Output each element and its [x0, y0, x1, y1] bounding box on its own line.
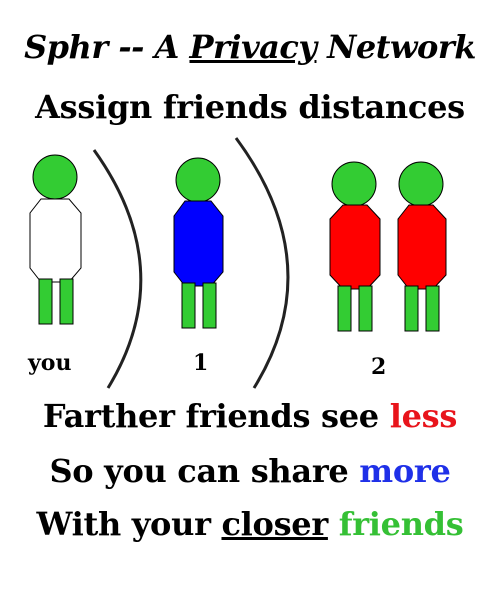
person-distance-1-head	[175, 157, 221, 203]
page-title: Sphr -- A Privacy Network	[0, 28, 500, 66]
person-you-body	[29, 198, 82, 283]
message-line-2-text: So you can share	[49, 452, 360, 490]
person-distance-2a-head	[331, 161, 377, 207]
person-distance-2a-left-leg	[337, 285, 352, 332]
title-prefix: Sphr -- A	[24, 28, 190, 66]
person-you-left-leg	[38, 278, 53, 325]
message-friends-word: friends	[338, 505, 464, 543]
person-you	[29, 154, 82, 325]
person-you-right-leg	[59, 278, 74, 325]
label-distance-2: 2	[371, 354, 387, 380]
title-underlined-word: Privacy	[189, 28, 317, 66]
distance-arc-1	[92, 149, 143, 389]
person-distance-2b-body	[397, 204, 447, 290]
page-subtitle: Assign friends distances	[35, 88, 465, 126]
person-distance-2a-body	[329, 204, 381, 290]
person-distance-2a	[329, 161, 381, 332]
label-you: you	[28, 350, 72, 376]
title-suffix: Network	[316, 28, 476, 66]
message-less-word: less	[389, 397, 458, 435]
message-closer-word: closer	[221, 505, 328, 543]
message-line-3-text: With your	[36, 505, 222, 543]
person-distance-1-right-leg	[202, 282, 217, 329]
message-line-3-space	[328, 505, 339, 543]
person-distance-1-left-leg	[181, 282, 196, 329]
person-distance-1-body	[173, 200, 224, 287]
person-distance-1	[173, 157, 224, 329]
message-more-word: more	[359, 452, 451, 490]
distance-arc-2	[234, 137, 290, 389]
person-distance-2b-right-leg	[425, 285, 440, 332]
person-distance-2b	[397, 161, 447, 332]
message-line-1: Farther friends see less	[0, 397, 500, 435]
person-distance-2b-left-leg	[404, 285, 419, 332]
message-line-2: So you can share more	[0, 452, 500, 490]
person-you-head	[32, 154, 78, 200]
message-line-3: With your closer friends	[0, 505, 500, 543]
message-line-1-text: Farther friends see	[42, 397, 390, 435]
person-distance-2a-right-leg	[358, 285, 373, 332]
label-distance-1: 1	[193, 350, 209, 376]
person-distance-2b-head	[398, 161, 444, 207]
